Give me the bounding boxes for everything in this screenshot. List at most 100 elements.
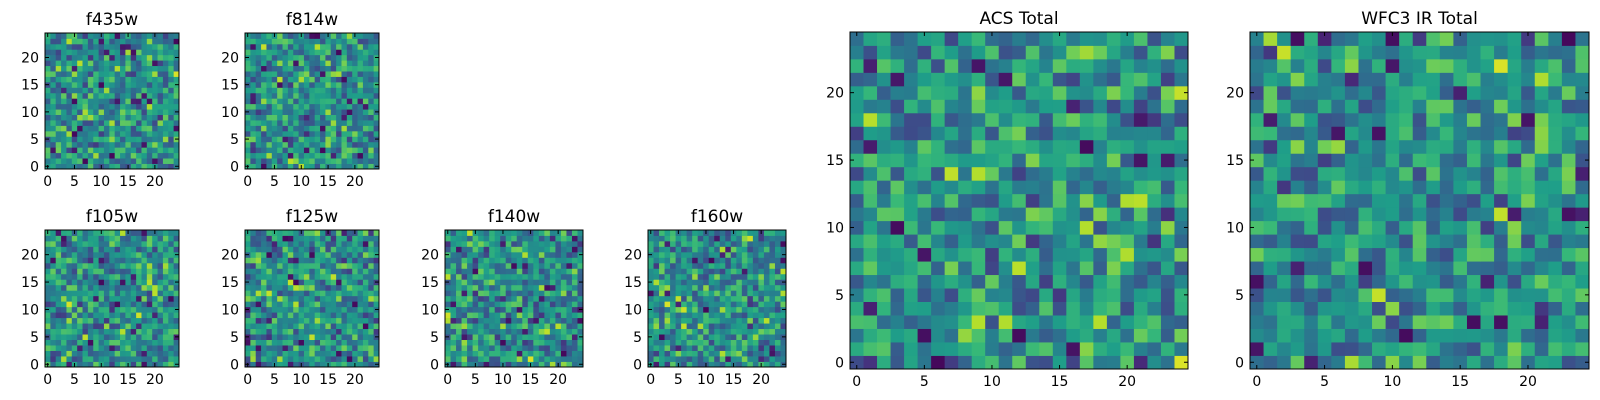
heatmap-cell bbox=[483, 295, 490, 302]
heatmap-cell bbox=[1174, 139, 1189, 154]
heatmap-cell bbox=[125, 306, 132, 313]
heatmap-cell bbox=[298, 114, 305, 121]
heatmap-cell bbox=[538, 290, 545, 297]
heatmap-cell bbox=[1079, 301, 1094, 316]
heatmap-cell bbox=[1412, 166, 1427, 181]
heatmap-cell bbox=[538, 240, 545, 247]
heatmap-cell bbox=[538, 284, 545, 291]
heatmap-cell bbox=[82, 235, 89, 242]
heatmap-cell bbox=[555, 306, 562, 313]
heatmap-cell bbox=[560, 356, 567, 362]
heatmap-cell bbox=[330, 141, 337, 148]
heatmap-cell bbox=[944, 166, 959, 181]
heatmap-cell bbox=[325, 60, 332, 67]
heatmap-cell bbox=[98, 92, 105, 99]
heatmap-cell bbox=[505, 317, 512, 324]
heatmap-cell bbox=[877, 99, 891, 114]
heatmap-cell bbox=[255, 76, 262, 83]
heatmap-cell bbox=[157, 60, 164, 67]
heatmap-cell bbox=[368, 312, 375, 319]
heatmap-cell bbox=[250, 158, 257, 164]
heatmap-cell bbox=[1093, 32, 1108, 46]
heatmap-cell bbox=[681, 361, 688, 368]
heatmap-cell bbox=[168, 345, 175, 351]
heatmap-cell bbox=[1052, 274, 1067, 289]
heatmap-cell bbox=[511, 284, 518, 291]
heatmap-cell bbox=[82, 92, 89, 99]
heatmap-cell bbox=[255, 136, 262, 143]
heatmap-cell bbox=[461, 317, 468, 324]
heatmap-cell bbox=[255, 49, 262, 56]
heatmap-cell bbox=[483, 361, 490, 368]
heatmap-cell bbox=[346, 158, 353, 164]
heatmap-cell bbox=[66, 103, 73, 110]
heatmap-cell bbox=[61, 295, 67, 302]
heatmap-cell bbox=[45, 257, 51, 264]
x-tick-label: 15 bbox=[319, 372, 337, 388]
heatmap-cell bbox=[114, 147, 121, 154]
heatmap-cell bbox=[109, 251, 116, 258]
heatmap-cell bbox=[336, 361, 342, 368]
heatmap-cell bbox=[500, 257, 507, 264]
heatmap-cell bbox=[725, 235, 732, 242]
heatmap-cell bbox=[298, 87, 305, 94]
heatmap-cell bbox=[958, 45, 973, 60]
heatmap-cell bbox=[98, 109, 105, 115]
heatmap-cell bbox=[686, 361, 693, 368]
heatmap-cell bbox=[741, 257, 748, 264]
heatmap-cell bbox=[478, 356, 485, 362]
heatmap-cell bbox=[168, 163, 175, 170]
heatmap-cell bbox=[87, 306, 94, 313]
heatmap-cell bbox=[103, 273, 110, 280]
heatmap-cell bbox=[346, 240, 353, 247]
heatmap-cell bbox=[136, 65, 142, 72]
heatmap-cell bbox=[533, 317, 540, 324]
heatmap-cell bbox=[1561, 288, 1576, 302]
heatmap-cell bbox=[904, 193, 918, 208]
heatmap-cell bbox=[1250, 301, 1264, 316]
heatmap-cell bbox=[136, 230, 142, 236]
heatmap-cell bbox=[533, 279, 540, 286]
heatmap-cell bbox=[944, 126, 959, 141]
heatmap-cell bbox=[146, 76, 153, 83]
heatmap-cell bbox=[769, 230, 776, 236]
heatmap-cell bbox=[566, 339, 573, 346]
heatmap-cell bbox=[341, 103, 348, 110]
heatmap-cell bbox=[136, 246, 142, 253]
heatmap-cell bbox=[346, 345, 353, 351]
heatmap-cell bbox=[741, 301, 748, 308]
heatmap-cell bbox=[271, 268, 278, 275]
heatmap-cell bbox=[516, 257, 523, 264]
heatmap-cell bbox=[261, 284, 267, 291]
heatmap-cell bbox=[1120, 99, 1135, 114]
heatmap-cell bbox=[1331, 328, 1346, 343]
heatmap-cell bbox=[483, 240, 490, 247]
heatmap-cell bbox=[320, 87, 326, 94]
heatmap-cell bbox=[362, 147, 369, 154]
heatmap-cell bbox=[670, 306, 676, 313]
heatmap-cell bbox=[93, 60, 99, 67]
heatmap-cell bbox=[250, 71, 257, 77]
heatmap-cell bbox=[478, 262, 485, 269]
heatmap-cell bbox=[1079, 112, 1094, 127]
heatmap-cells bbox=[648, 230, 787, 368]
heatmap-cell bbox=[314, 268, 321, 275]
heatmap-cell bbox=[1093, 72, 1108, 87]
heatmap-cell bbox=[664, 350, 671, 357]
heatmap-cell bbox=[769, 240, 776, 247]
heatmap-cell bbox=[261, 120, 267, 126]
heatmap-cell bbox=[336, 65, 342, 72]
heatmap-cell bbox=[467, 301, 473, 308]
heatmap-cell bbox=[714, 230, 721, 236]
heatmap-cell bbox=[544, 323, 551, 330]
heatmap-cell bbox=[1507, 247, 1522, 262]
heatmap-cell bbox=[130, 284, 137, 291]
heatmap-cell bbox=[1012, 274, 1027, 289]
heatmap-cell bbox=[66, 87, 73, 94]
heatmap-cell bbox=[538, 235, 545, 242]
heatmap-cell bbox=[763, 301, 770, 308]
heatmap-cell bbox=[245, 141, 251, 148]
heatmap-cell bbox=[1331, 355, 1346, 370]
heatmap-cell bbox=[120, 114, 126, 121]
